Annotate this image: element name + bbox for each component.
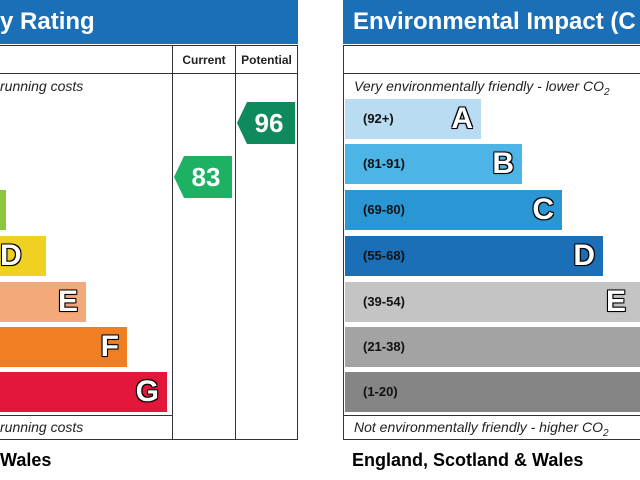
energy-band-f-letter: F	[100, 330, 119, 363]
env-note-bottom-sub: 2	[603, 427, 609, 439]
energy-potential-value: 96	[254, 108, 284, 138]
energy-current-value: 83	[191, 162, 221, 192]
env-band-d-range: (55-68)	[363, 248, 405, 263]
energy-title-text: y Rating	[0, 8, 95, 35]
env-footer: England, Scotland & Wales	[352, 450, 584, 470]
env-title-text: Environmental Impact (C	[353, 8, 636, 35]
env-note-top-sub: 2	[604, 86, 610, 98]
energy-band-e: E	[0, 282, 86, 322]
env-band-c-range: (69-80)	[363, 202, 405, 217]
env-footer-rule	[343, 415, 640, 416]
energy-band-c	[0, 190, 6, 230]
env-band-d-letter: D	[573, 239, 595, 272]
env-band-b-range: (81-91)	[363, 156, 405, 171]
env-band-a-letter: A	[451, 102, 473, 135]
env-note-bottom-text: Not environmentally friendly - higher CO	[354, 419, 603, 435]
energy-band-d-letter: D	[0, 239, 22, 272]
energy-footer-rule	[0, 415, 172, 416]
energy-col-current: Current	[182, 53, 226, 67]
energy-header-rule	[0, 73, 297, 74]
env-note-bottom: Not environmentally friendly - higher CO…	[354, 419, 640, 439]
energy-potential-divider	[235, 45, 236, 440]
env-rating-frame	[343, 45, 640, 440]
energy-col-potential: Potential	[241, 53, 292, 67]
env-note-top-text: Very environmentally friendly - lower CO	[354, 78, 605, 94]
env-band-d: (55-68) D	[345, 236, 603, 276]
energy-note-top: running costs	[0, 78, 84, 94]
energy-panel-title: y Rating	[0, 0, 298, 44]
env-band-c: (69-80) C	[345, 190, 562, 230]
energy-rating-frame	[0, 45, 298, 440]
env-panel-title: Environmental Impact (C	[343, 0, 640, 44]
env-band-g-range: (1-20)	[363, 384, 398, 399]
energy-footer: Wales	[0, 450, 52, 470]
env-band-e: (39-54) E	[345, 282, 640, 322]
energy-band-d: D	[0, 236, 46, 276]
env-band-g: (1-20)	[345, 372, 640, 412]
energy-note-bottom: running costs	[0, 419, 84, 435]
energy-band-e-letter: E	[57, 285, 78, 318]
env-band-a-range: (92+)	[363, 111, 394, 126]
env-band-f-range: (21-38)	[363, 339, 405, 354]
env-band-c-letter: C	[532, 193, 554, 226]
energy-band-g: G	[0, 372, 167, 412]
env-band-b-letter: B	[492, 147, 514, 180]
energy-potential-arrow: 96	[237, 102, 295, 144]
env-note-top: Very environmentally friendly - lower CO…	[354, 78, 640, 98]
env-band-b: (81-91) B	[345, 144, 522, 184]
energy-current-divider	[172, 45, 173, 440]
env-band-e-letter: E	[605, 285, 626, 318]
energy-current-arrow: 83	[174, 156, 232, 198]
env-header-rule	[343, 73, 640, 74]
env-band-e-range: (39-54)	[363, 294, 405, 309]
env-band-a: (92+) A	[345, 99, 481, 139]
energy-band-f: F	[0, 327, 127, 367]
energy-band-g-letter: G	[135, 375, 159, 408]
env-band-f: (21-38)	[345, 327, 640, 367]
